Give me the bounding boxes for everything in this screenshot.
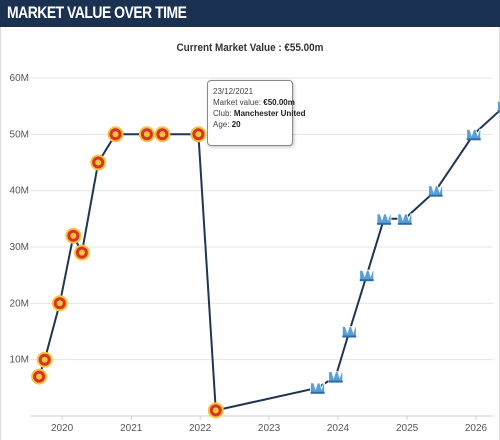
x-tick-label: 2020: [51, 423, 74, 434]
tooltip-age-row: Age: 20: [213, 119, 287, 130]
section-title: MARKET VALUE OVER TIME: [7, 3, 187, 22]
club-crest-marker: [376, 213, 392, 225]
data-point: [190, 126, 207, 143]
club-crest-base: [377, 222, 391, 225]
club-crest-center: [143, 131, 150, 138]
tooltip-club-row: Club: Manchester United: [213, 108, 306, 119]
club-crest-marker: [428, 185, 444, 197]
x-tick-label: 2021: [120, 423, 143, 434]
data-point: [31, 368, 48, 385]
axes: 10M 20M 30M 40M 50M 60M 2020 2021 2022 2023 2024 20…: [10, 73, 493, 434]
club-crest-center: [70, 232, 77, 239]
club-crest-base: [497, 110, 500, 113]
club-crest-marker: [341, 326, 357, 337]
data-point: [154, 126, 171, 143]
y-tick-label: 40M: [10, 186, 29, 197]
club-crest-center: [95, 159, 102, 166]
x-tick-label: 2023: [258, 423, 281, 434]
data-point: [310, 382, 326, 394]
x-tick-label: 2025: [396, 423, 419, 434]
club-crest-center: [36, 373, 43, 380]
data-point: [359, 269, 375, 282]
club-crest-center: [41, 356, 48, 363]
tooltip-club-label: Club:: [213, 109, 232, 118]
data-point: [73, 244, 90, 261]
data-points: [31, 100, 500, 419]
club-crest-center: [212, 407, 219, 414]
y-tick-label: 20M: [10, 298, 29, 309]
y-tick-label: 30M: [10, 242, 29, 253]
club-crest-marker: [359, 269, 375, 281]
data-point: [341, 326, 357, 338]
y-tick-label: 50M: [10, 129, 29, 140]
y-tick-label: 10M: [10, 355, 29, 366]
club-crest-base: [428, 194, 443, 197]
data-point: [376, 213, 392, 225]
data-point: [497, 100, 500, 113]
chart-title: Current Market Value : €55.00m: [176, 42, 324, 54]
data-point: [466, 128, 482, 141]
tooltip-market-value-label: Market value:: [213, 98, 262, 107]
club-crest-base: [397, 222, 412, 225]
tooltip-market-value: €50.00m: [263, 98, 295, 107]
series-line-layer: [38, 108, 500, 412]
grid: [30, 77, 493, 361]
club-crest-base: [342, 335, 357, 338]
x-tick-label: 2024: [327, 423, 350, 434]
x-tick-label: 2022: [189, 423, 212, 434]
data-point: [107, 126, 124, 143]
club-crest-center: [159, 131, 166, 138]
data-point: [90, 154, 107, 171]
data-point: [397, 213, 413, 225]
tooltip-age-label: Age:: [213, 120, 230, 129]
club-crest-base: [359, 279, 374, 282]
tooltip-club: Manchester United: [233, 109, 306, 118]
club-crest-center: [78, 249, 85, 256]
club-crest-center: [195, 131, 202, 138]
data-point: [428, 185, 444, 197]
club-crest-marker: [497, 100, 500, 112]
tooltip-date: 23/12/2021: [213, 87, 254, 96]
club-crest-marker: [328, 371, 344, 383]
club-crest-center: [112, 131, 119, 138]
data-point: [65, 227, 82, 244]
x-tick-label: 2026: [465, 423, 488, 434]
data-point-tooltip: 23/12/2021 Market value: €50.00m Club: M…: [207, 80, 306, 146]
market-value-line: [38, 108, 500, 412]
club-crest-base: [466, 138, 481, 141]
data-point: [138, 126, 155, 143]
data-point: [36, 351, 53, 368]
club-crest-base: [328, 380, 343, 383]
data-point: [51, 295, 68, 312]
data-point: [328, 371, 344, 383]
club-crest-base: [310, 391, 325, 394]
data-point: [207, 402, 224, 419]
club-crest-center: [56, 300, 63, 307]
tooltip-age: 20: [231, 120, 241, 129]
tooltip-market-value-row: Market value: €50.00m: [213, 97, 295, 108]
section-header: MARKET VALUE OVER TIME: [0, 0, 500, 27]
y-tick-label: 60M: [10, 73, 29, 84]
